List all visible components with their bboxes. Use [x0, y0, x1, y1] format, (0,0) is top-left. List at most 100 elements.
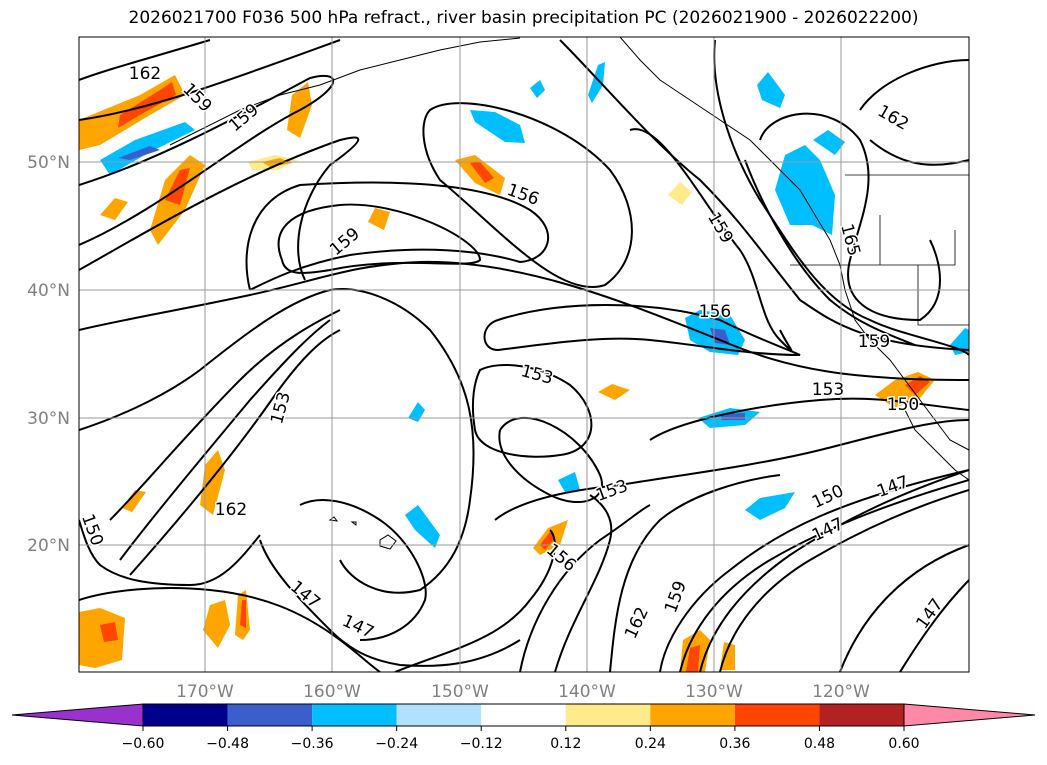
map-area: 1621591591561591591621651561531591531501…	[77, 37, 969, 672]
contour-label: 162	[874, 101, 912, 135]
precip-patch	[203, 600, 230, 648]
colorbar-tick-label: −0.24	[375, 736, 418, 752]
lon-label: 120°W	[812, 682, 870, 702]
lat-label: 50°N	[27, 153, 70, 173]
lon-label: 140°W	[558, 682, 616, 702]
colorbar-tick-label: 0.48	[804, 736, 835, 752]
precip-patch	[745, 492, 795, 520]
contour-label: 147	[913, 595, 948, 633]
precip-patch	[165, 168, 190, 205]
precip-patch	[905, 376, 930, 395]
colorbar-segment	[734, 704, 820, 726]
contour-147-sse	[719, 489, 969, 672]
contour-162-tongue	[119, 319, 331, 561]
contour-153-loop2	[483, 304, 801, 356]
contour-label: 159	[178, 79, 215, 116]
colorbar-tick-label: −0.48	[206, 736, 249, 752]
contour-150-sse	[699, 469, 969, 672]
colorbar-tick-label: −0.12	[460, 736, 503, 752]
contour-147-south2	[259, 539, 521, 667]
precip-patch	[588, 62, 605, 103]
precip-patch	[470, 110, 525, 143]
coastline-mexico	[904, 409, 969, 481]
contour-label: 159	[661, 578, 691, 615]
contour-153-sse	[679, 479, 969, 672]
contour-label: 162	[621, 604, 653, 642]
colorbar-tick-label: 0.60	[888, 736, 919, 752]
colorbar-extend-high	[903, 703, 1036, 727]
gridlines	[79, 37, 969, 672]
contour-label: 162	[129, 64, 161, 84]
precip-patch	[775, 145, 835, 235]
contour-147-southwest	[79, 587, 381, 672]
contour-165-coast	[744, 159, 916, 346]
lat-tick-labels: 50°N 40°N 30°N 20°N	[27, 153, 70, 556]
precip-patch	[950, 328, 969, 355]
colorbar-frame	[142, 703, 905, 727]
precip-patch	[240, 600, 246, 628]
contour-label: 159	[858, 332, 890, 352]
lon-label: 170°W	[176, 682, 234, 702]
precip-patch	[686, 645, 700, 672]
precip-patch	[200, 450, 225, 515]
lon-tick-labels: 170°W 160°W 150°W 140°W 130°W 120°W	[176, 682, 870, 702]
contour-150-east	[649, 397, 969, 441]
contour-162-north	[79, 39, 211, 81]
contour-156-west	[79, 136, 360, 281]
precip-patch	[558, 472, 580, 492]
contour-159-north	[79, 39, 341, 121]
precip-patch	[720, 642, 735, 670]
lat-label: 20°N	[27, 536, 70, 556]
precip-patch	[710, 328, 730, 345]
contour-159-tongue	[109, 309, 341, 521]
contour-156-south	[498, 417, 603, 504]
colorbar-tick-label: −0.36	[291, 736, 334, 752]
colorbar-extend-low	[11, 703, 144, 727]
precip-patch	[122, 490, 146, 512]
contour-150-south	[394, 529, 556, 672]
contour-label: 153	[593, 476, 630, 506]
contour-label: 156	[699, 302, 731, 322]
contour-159-scurve	[554, 494, 613, 672]
contour-label: 153	[812, 380, 844, 400]
precip-patch	[530, 80, 545, 98]
precip-patch	[79, 608, 125, 668]
contour-label: 156	[504, 180, 541, 210]
colorbar-segment	[143, 704, 228, 726]
colorbar-segment	[565, 704, 651, 726]
contour-159-sse	[659, 469, 969, 672]
contour-153-main	[79, 260, 969, 381]
lat-label: 40°N	[27, 281, 70, 301]
chart-title: 2026021700 F036 500 hPa refract., river …	[128, 8, 919, 28]
lat-label: 30°N	[27, 409, 70, 429]
precip-patch	[405, 505, 440, 548]
contour-153-159-lobe	[79, 288, 475, 594]
contour-147-se	[899, 579, 969, 672]
contour-162-sse	[609, 474, 781, 672]
contour-153-closed	[471, 364, 593, 458]
colorbar-segment	[819, 704, 904, 726]
contour-label: 150	[887, 395, 919, 415]
contour-label: 162	[215, 500, 247, 520]
contour-159-coast	[559, 39, 969, 351]
contour-147-mid	[299, 499, 427, 641]
contour-label: 150	[77, 511, 107, 548]
precip-patch	[757, 72, 785, 108]
precip-patch	[470, 162, 494, 183]
contour-label: 147	[286, 577, 324, 613]
contour-lines	[79, 39, 969, 672]
colorbar-tick-label: 0.12	[550, 736, 581, 752]
border-state	[790, 215, 969, 326]
contour-label: 153	[519, 361, 556, 389]
contour-153-south	[494, 419, 969, 521]
precip-patch	[118, 146, 160, 160]
hawaii-islands	[328, 516, 397, 550]
colorbar-segment	[650, 704, 735, 726]
coastline-alaska	[169, 37, 521, 146]
contour-162-tongue2	[129, 329, 341, 576]
coastline-bc	[619, 37, 816, 216]
colorbar-segment	[481, 704, 566, 726]
precip-patch	[668, 182, 692, 205]
state-borders	[790, 174, 969, 326]
lon-label: 130°W	[685, 682, 743, 702]
